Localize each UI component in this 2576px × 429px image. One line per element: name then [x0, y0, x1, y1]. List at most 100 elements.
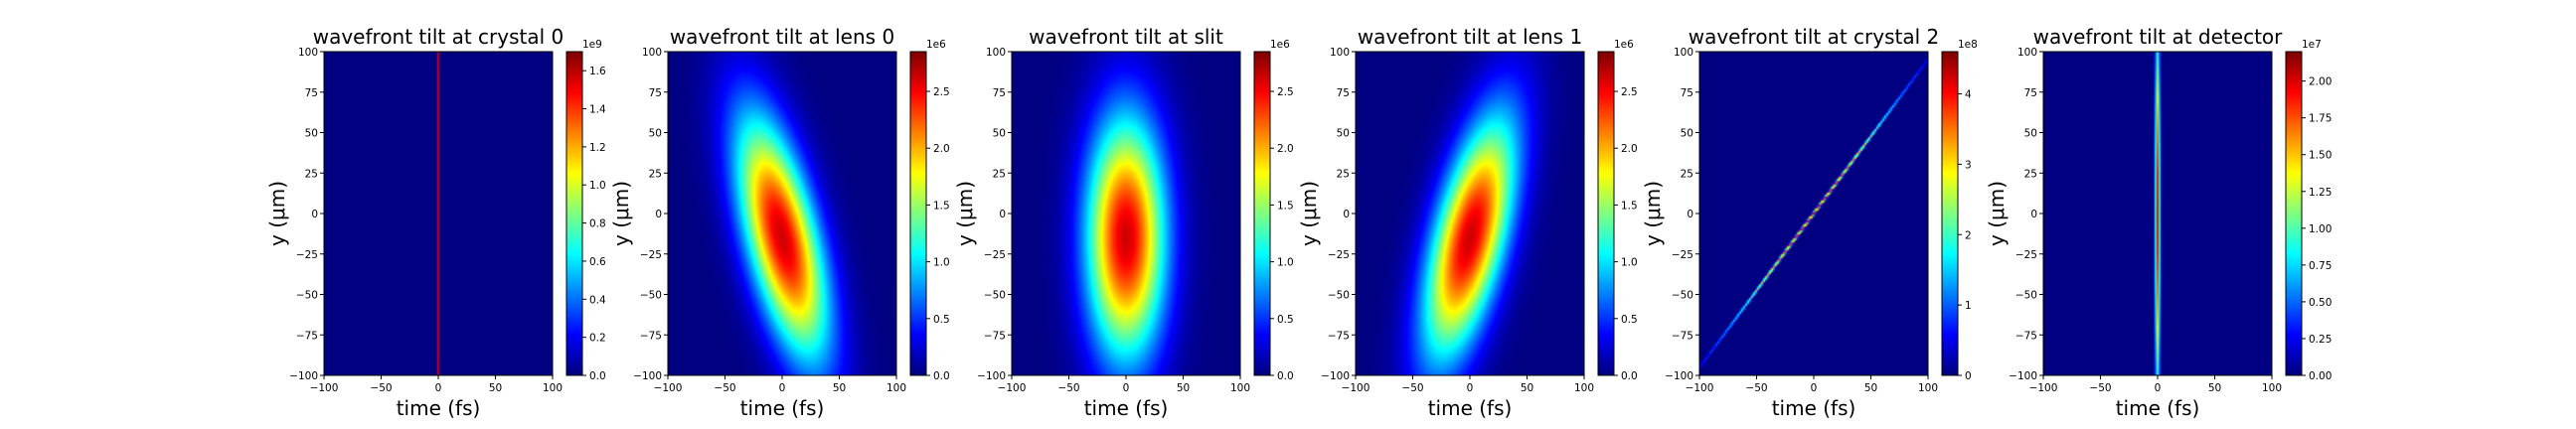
x-tick-label: 0 [1467, 382, 1474, 394]
y-axis-label: y (μm) [953, 181, 977, 246]
colorbar-tick-label: 2.5 [933, 86, 950, 98]
y-tick-label: 50 [1337, 128, 1350, 140]
colorbar-tick-label: 2.0 [1277, 143, 1294, 155]
colorbar-frame [909, 51, 927, 376]
y-tick-label: 50 [649, 128, 662, 140]
colorbar-frame [1941, 51, 1959, 376]
colorbar-frame [2285, 51, 2303, 376]
colorbar-tick-label: 0 [1965, 370, 1972, 382]
colorbar-tick-label: 0.8 [589, 218, 606, 230]
x-tick-label: 0 [1123, 382, 1130, 394]
colorbar-tick-label: 1.5 [933, 200, 950, 212]
y-tick-label: −75 [640, 330, 662, 342]
heatmap-image [1356, 52, 1584, 375]
colorbar-tick-label: 1.2 [589, 142, 606, 154]
y-tick-label: −100 [633, 370, 662, 382]
x-axis-label: time (fs) [1428, 396, 1513, 420]
colorbar-offset: 1e9 [582, 39, 602, 51]
x-tick-label: 50 [1864, 382, 1877, 394]
colorbar-tick-label: 1.0 [1277, 257, 1294, 269]
panel-1: wavefront tilt at lens 0 −100 −50 0 50 100 100… [609, 25, 950, 420]
y-tick-label: −100 [977, 370, 1006, 382]
y-tick-label: −75 [1672, 330, 1693, 342]
y-axis-label: y (μm) [1985, 181, 2009, 246]
colorbar-tick-label: 2.00 [2309, 76, 2332, 88]
colorbar-tick-label: 0.0 [933, 370, 950, 382]
y-tick-label: −25 [1328, 249, 1350, 261]
colorbar-tick-label: 0.0 [589, 370, 606, 382]
colorbar [910, 52, 926, 375]
y-tick-label: 100 [1330, 47, 1350, 59]
colorbar-tick-label: 1.4 [589, 104, 606, 116]
y-tick-label: −50 [984, 290, 1006, 302]
colorbar-tick-label: 2.5 [1621, 86, 1638, 98]
colorbar-offset: 1e8 [1958, 39, 1978, 51]
colorbar-tick-label: 3 [1965, 159, 1972, 171]
y-tick-label: 100 [986, 47, 1006, 59]
y-axis-label: y (μm) [265, 181, 289, 246]
colorbar-tick-label: 1.25 [2309, 187, 2332, 199]
y-tick-label: 25 [305, 168, 318, 180]
colorbar-frame [1253, 51, 1271, 376]
y-tick-label: 25 [1337, 168, 1350, 180]
panel-2: wavefront tilt at slit −100 −50 0 50 100 100 75… [953, 25, 1294, 420]
colorbar-tick-label: 0.5 [1277, 314, 1294, 326]
colorbar-tick-label: 0.0 [1621, 370, 1638, 382]
colorbar-tick-label: 0.00 [2309, 370, 2332, 382]
y-tick-label: 75 [305, 87, 318, 99]
x-tick-label: 0 [1811, 382, 1818, 394]
colorbar [2286, 52, 2302, 375]
colorbar-tick-label: 4 [1965, 89, 1972, 101]
x-tick-label: −50 [1745, 382, 1767, 394]
y-tick-label: −75 [984, 330, 1006, 342]
colorbar-tick-label: 2.5 [1277, 86, 1294, 98]
x-tick-label: −100 [654, 382, 683, 394]
panel-5: wavefront tilt at detector −100 −50 0 50 100 1… [1985, 25, 2332, 420]
x-tick-label: −100 [310, 382, 339, 394]
y-tick-label: 75 [2024, 87, 2037, 99]
colorbar-frame [565, 51, 583, 376]
chart-title: wavefront tilt at slit [1029, 25, 1223, 49]
y-tick-label: 50 [305, 128, 318, 140]
y-tick-label: −50 [296, 290, 318, 302]
panel-3: wavefront tilt at lens 1 −100 −50 0 50 100 100… [1297, 25, 1638, 420]
colorbar-tick-label: 0.50 [2309, 297, 2332, 309]
colorbar-offset: 1e6 [1270, 39, 1290, 51]
colorbar-tick-label: 1.75 [2309, 113, 2332, 125]
colorbar-tick-label: 1 [1965, 300, 1972, 312]
y-tick-label: 50 [2024, 128, 2037, 140]
y-tick-label: −50 [640, 290, 662, 302]
x-tick-label: 0 [2155, 382, 2162, 394]
y-tick-label: −75 [296, 330, 318, 342]
x-axis-label: time (fs) [2116, 396, 2200, 420]
x-tick-label: 50 [1521, 382, 1533, 394]
colorbar-tick-label: 0.5 [1621, 314, 1638, 326]
heatmap-image [324, 52, 553, 375]
y-tick-label: 0 [311, 209, 318, 220]
x-tick-label: −50 [1057, 382, 1079, 394]
x-tick-label: 100 [1230, 382, 1250, 394]
colorbar-tick-label: 1.50 [2309, 150, 2332, 162]
colorbar [1254, 52, 1270, 375]
y-tick-label: 100 [1674, 47, 1693, 59]
colorbar-tick-label: 1.5 [1277, 200, 1294, 212]
colorbar-offset: 1e6 [1614, 39, 1634, 51]
x-tick-label: 50 [2208, 382, 2221, 394]
colorbar [566, 52, 582, 375]
y-tick-label: −25 [1672, 249, 1693, 261]
y-tick-label: −100 [2009, 370, 2037, 382]
colorbar-tick-label: 1.5 [1621, 200, 1638, 212]
x-tick-label: 50 [1177, 382, 1190, 394]
y-tick-label: −25 [296, 249, 318, 261]
y-tick-label: 75 [993, 87, 1006, 99]
colorbar [1942, 52, 1958, 375]
x-axis-label: time (fs) [740, 396, 825, 420]
heatmap-image [1012, 52, 1240, 375]
colorbar-tick-label: 2.0 [1621, 143, 1638, 155]
y-tick-label: 0 [655, 209, 662, 220]
colorbar-tick-label: 0.5 [933, 314, 950, 326]
y-tick-label: 100 [298, 47, 318, 59]
x-tick-label: 100 [1574, 382, 1594, 394]
x-axis-label: time (fs) [1772, 396, 1856, 420]
